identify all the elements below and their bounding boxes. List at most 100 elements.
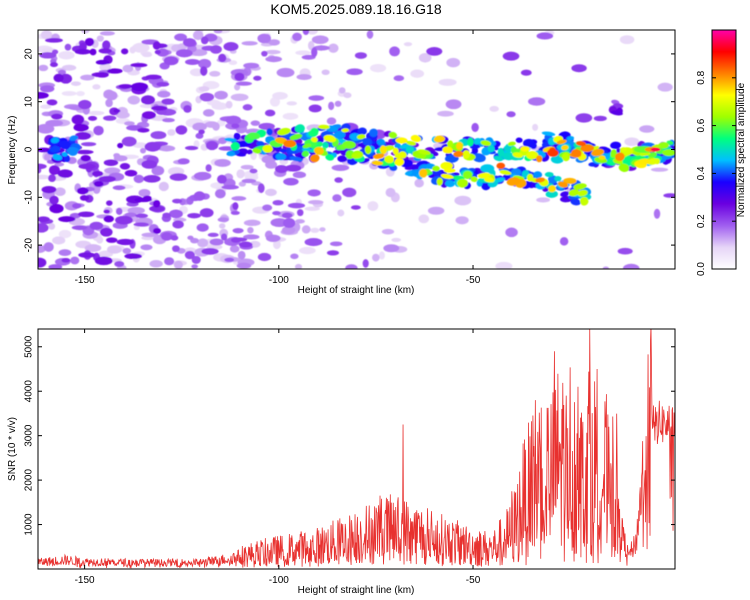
y-tick-label: 10 bbox=[24, 96, 35, 108]
spectrogram-cell bbox=[487, 144, 495, 153]
spectrogram-cell bbox=[444, 180, 455, 188]
spectrogram-cell bbox=[199, 66, 208, 76]
spectrogram-cell bbox=[204, 121, 219, 128]
spectrogram-cell bbox=[301, 54, 316, 60]
spectrogram-cell bbox=[342, 187, 357, 198]
spectrogram-cell bbox=[302, 30, 310, 36]
spectrogram-cell bbox=[150, 131, 167, 140]
spectrogram-cell bbox=[96, 35, 104, 42]
spectrogram-cell bbox=[506, 111, 516, 118]
spectrogram-cell bbox=[591, 148, 605, 157]
spectrogram-cell bbox=[257, 252, 272, 262]
spectrogram-cell bbox=[103, 209, 110, 214]
spectrogram-cell bbox=[614, 152, 625, 162]
spectrogram-cell bbox=[285, 164, 302, 172]
spectrogram-cell bbox=[74, 48, 92, 55]
colorbar-tick-label: 0.6 bbox=[696, 118, 707, 132]
spectrogram-cell bbox=[261, 155, 276, 164]
spectrogram-cell bbox=[437, 110, 454, 117]
spectrogram-cell bbox=[76, 90, 85, 97]
spectrogram-cell bbox=[394, 142, 402, 150]
spectrogram-cell bbox=[106, 90, 118, 101]
spectrogram-cell bbox=[145, 74, 162, 80]
spectrogram-cell bbox=[238, 181, 246, 187]
spectrogram-cell bbox=[556, 139, 567, 145]
spectrogram-cell bbox=[58, 249, 72, 257]
spectrogram-cell bbox=[70, 81, 81, 86]
spectrogram-cell bbox=[561, 144, 569, 151]
spectrogram-cell bbox=[304, 206, 320, 211]
spectrogram-cell bbox=[410, 135, 422, 143]
spectrogram-cell bbox=[220, 233, 228, 241]
spectrogram-cell bbox=[191, 264, 199, 269]
x-tick-label: -100 bbox=[269, 575, 289, 586]
spectrogram-cell bbox=[209, 70, 221, 77]
spectrogram-cell bbox=[515, 137, 523, 143]
spectrogram-cell bbox=[243, 219, 261, 226]
spectrogram-cell bbox=[218, 223, 226, 229]
y-tick-label: 20 bbox=[24, 48, 35, 60]
spectrogram-cell bbox=[639, 125, 655, 133]
spectrogram-cell bbox=[61, 258, 71, 263]
spectrogram-cell bbox=[40, 104, 52, 109]
spectrogram-cell bbox=[379, 145, 387, 155]
spectrogram-cell bbox=[99, 31, 115, 36]
spectrogram-cell bbox=[472, 153, 486, 163]
spectrogram-cell bbox=[526, 150, 539, 160]
spectrogram-cell bbox=[247, 132, 261, 140]
spectrogram-cell bbox=[389, 46, 400, 57]
spectrogram-cell bbox=[175, 125, 188, 135]
spectrogram-cell bbox=[311, 47, 318, 58]
spectrogram-cell bbox=[230, 68, 249, 77]
spectrogram-cell bbox=[191, 255, 201, 264]
spectrogram-cell bbox=[570, 198, 581, 206]
spectrogram-cell bbox=[54, 187, 66, 196]
x-tick-label: -50 bbox=[466, 275, 481, 286]
spectrogram-cell bbox=[266, 128, 273, 136]
spectrogram-cell bbox=[205, 140, 219, 151]
spectrogram-cell bbox=[98, 175, 116, 183]
spectrogram-cell bbox=[362, 138, 373, 146]
spectrogram-cell bbox=[507, 141, 516, 147]
spectrogram-cell bbox=[71, 114, 85, 125]
spectrogram-cell bbox=[445, 99, 462, 110]
spectrogram-cell bbox=[272, 91, 288, 100]
spectrogram-cell bbox=[124, 169, 138, 177]
spectrogram-cell bbox=[54, 162, 65, 167]
spectrogram-cell bbox=[394, 157, 405, 166]
spectrogram-cell bbox=[74, 131, 92, 140]
spectrogram-cell bbox=[497, 147, 505, 157]
spectrogram-cell bbox=[541, 131, 556, 137]
spectrogram-cell bbox=[301, 147, 311, 152]
spectrogram-cell bbox=[163, 56, 179, 66]
spectrogram-cell bbox=[78, 42, 87, 51]
spectrogram-cell bbox=[453, 150, 464, 158]
spectrogram-cell bbox=[384, 155, 395, 164]
spectrogram-cell bbox=[314, 146, 324, 155]
spectrogram-cell bbox=[350, 205, 361, 210]
spectrogram-cell bbox=[294, 263, 303, 269]
spectrogram-cell bbox=[64, 154, 71, 163]
spectrogram-cell bbox=[218, 53, 227, 63]
spectrogram-cell bbox=[295, 50, 311, 56]
spectrogram-cell bbox=[577, 189, 588, 197]
spectrogram-cell bbox=[89, 221, 104, 230]
spectrogram-cell bbox=[341, 128, 350, 133]
spectrogram-cell bbox=[533, 171, 543, 179]
spectrogram-cell bbox=[454, 195, 472, 206]
spectrogram-cell bbox=[243, 234, 260, 240]
spectrogram-cell bbox=[183, 104, 192, 113]
spectrogram-cell bbox=[299, 246, 316, 255]
spectrogram-cell bbox=[133, 174, 145, 184]
spectrogram-cell bbox=[230, 93, 249, 102]
colorbar-tick-label: 0.2 bbox=[696, 214, 707, 228]
spectrogram-cell bbox=[226, 150, 236, 157]
spectrogram-cell bbox=[50, 62, 58, 68]
spectrogram-cell bbox=[313, 45, 330, 51]
spectrogram-cell bbox=[161, 98, 175, 105]
spectrogram-cell bbox=[93, 125, 104, 136]
spectrogram-cell bbox=[351, 152, 363, 159]
spectrogram-cell bbox=[88, 110, 105, 116]
y-tick-label: -20 bbox=[24, 237, 35, 252]
